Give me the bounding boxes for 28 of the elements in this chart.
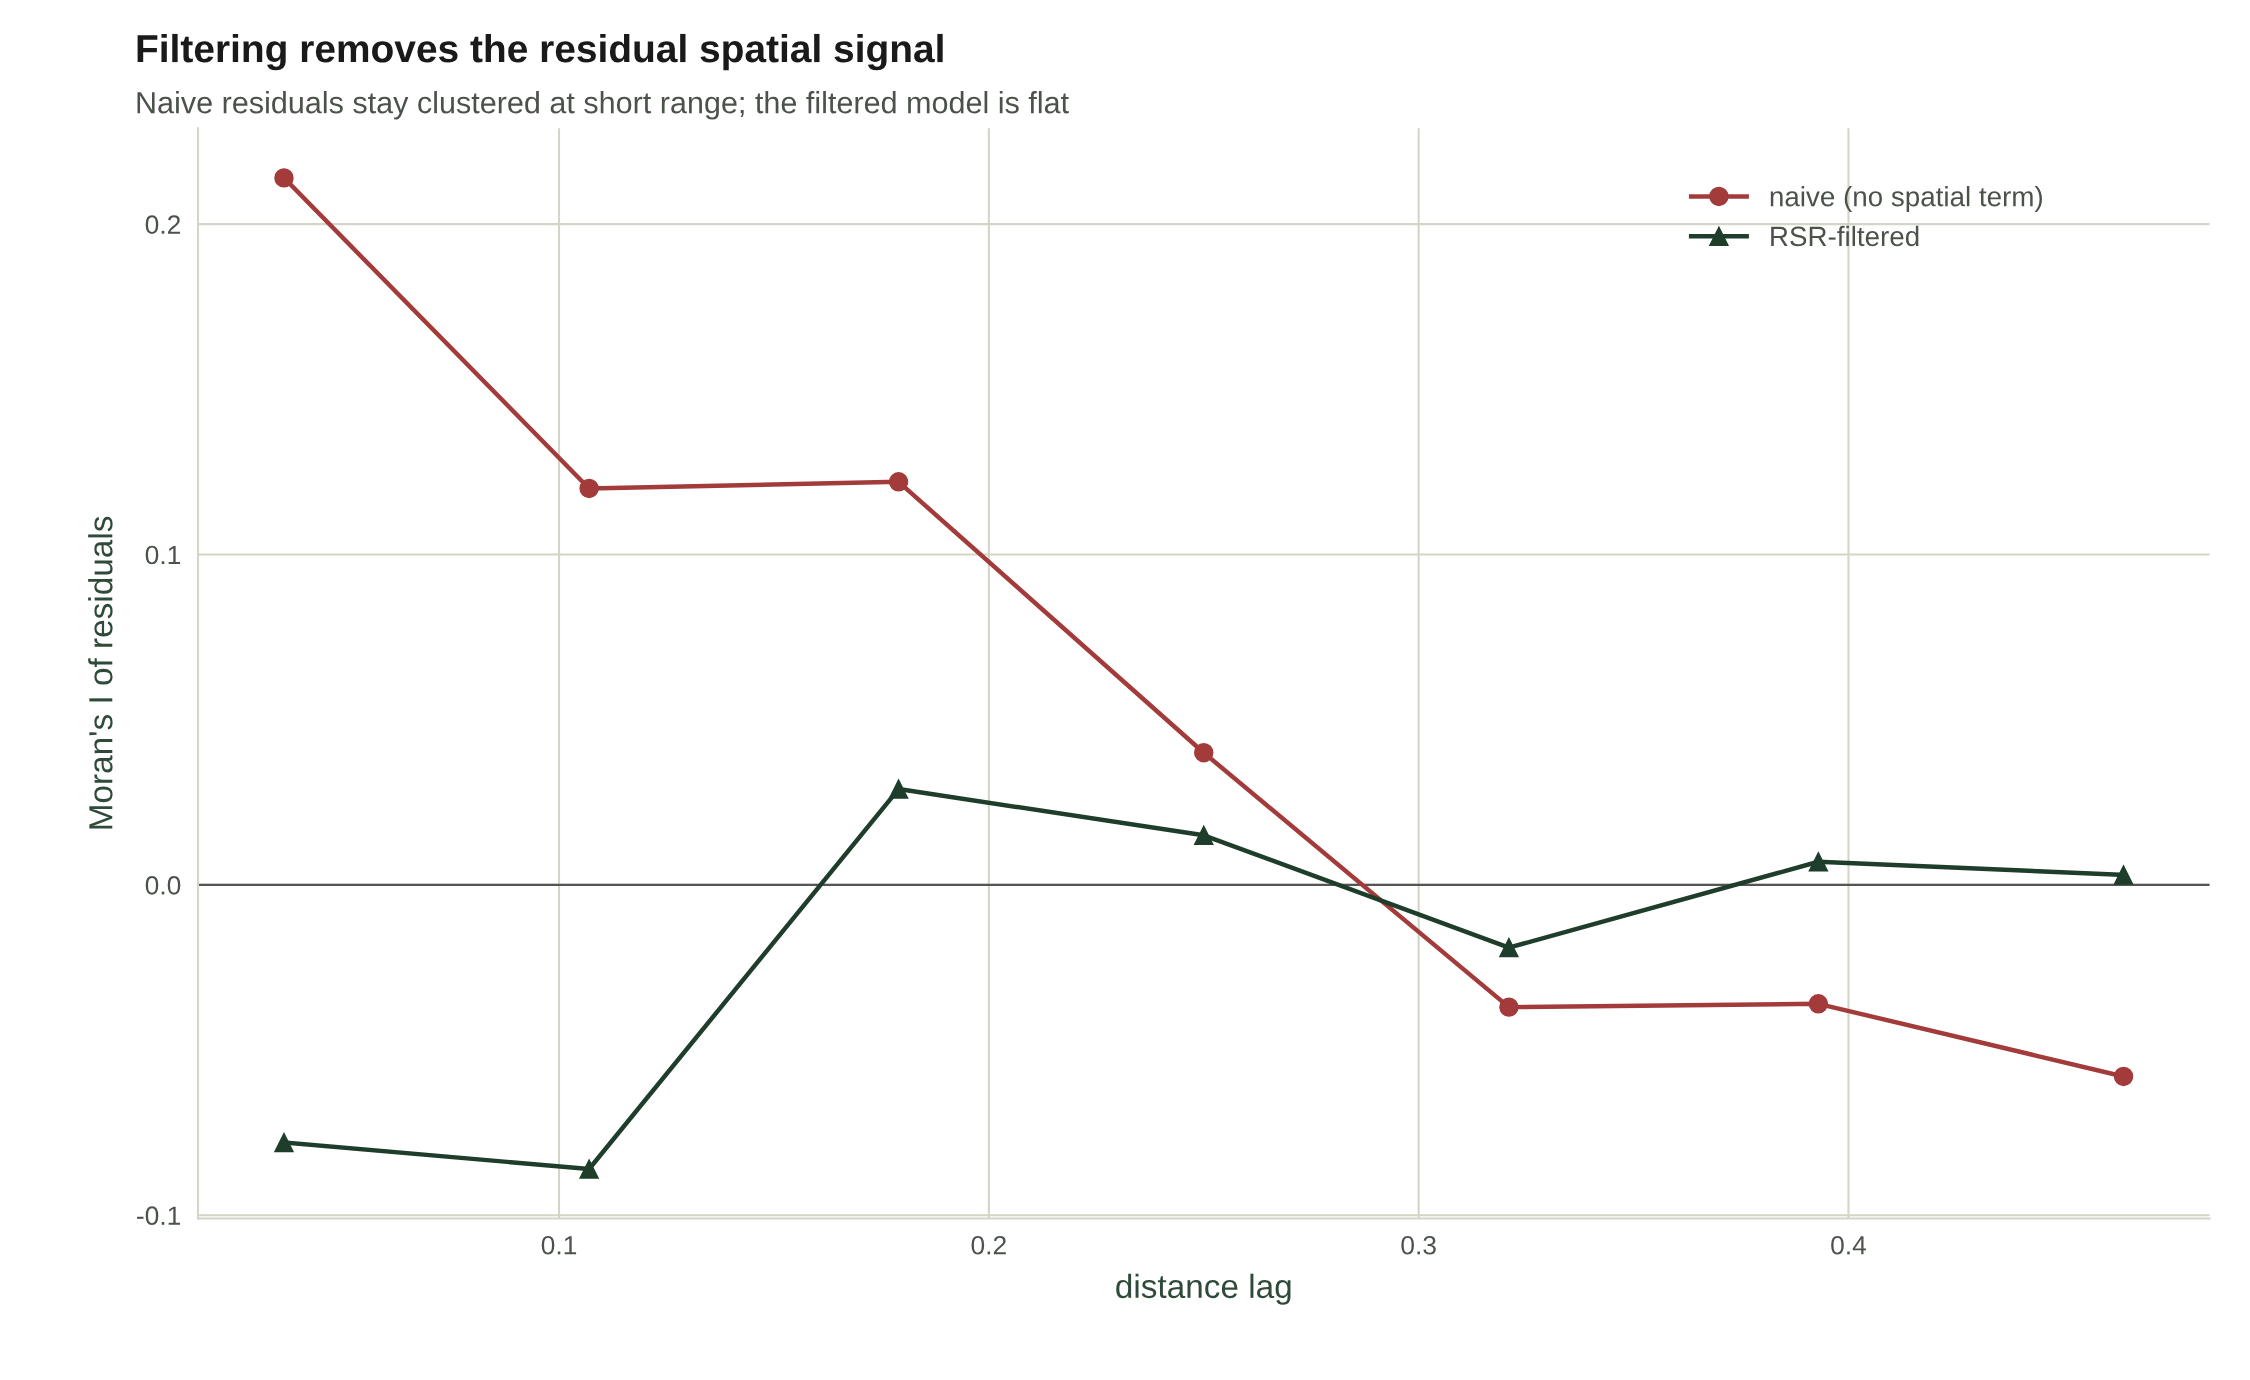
legend-label: RSR-filtered <box>1771 225 1919 247</box>
x-tick-label: 0.2 <box>971 1235 1006 1255</box>
chart-title: Filtering removes the residual spatial signal <box>137 33 943 71</box>
legend-label: naive (no spatial term) <box>1770 186 2042 212</box>
y-tick-label: 0.1 <box>145 545 181 565</box>
point <box>2113 1066 2134 1087</box>
point <box>274 1132 294 1153</box>
point <box>579 478 599 499</box>
point <box>274 168 294 188</box>
point <box>1499 997 1519 1017</box>
x-tick-label: 0.4 <box>1831 1235 1867 1255</box>
point <box>1194 743 1214 763</box>
point <box>579 1159 599 1179</box>
point <box>1499 937 1519 958</box>
point <box>1194 825 1214 846</box>
point <box>2113 865 2134 885</box>
x-tick-label: 0.3 <box>1401 1235 1436 1255</box>
point <box>1808 852 1829 872</box>
x-tick-label: 0.1 <box>541 1235 577 1255</box>
y-tick-label: 0.2 <box>145 215 181 234</box>
y-tick-label: 0.0 <box>145 876 181 895</box>
chart-subtitle: Naive residuals stay clustered at short range; the filtered model is flat <box>137 91 1069 120</box>
point <box>1808 994 1829 1014</box>
x-axis-title: distance lag <box>1116 1273 1291 1305</box>
point <box>888 779 909 799</box>
y-tick-label: -0.1 <box>137 1206 181 1226</box>
point <box>888 472 909 492</box>
y-axis-title: Moran's I of residuals <box>88 516 113 829</box>
